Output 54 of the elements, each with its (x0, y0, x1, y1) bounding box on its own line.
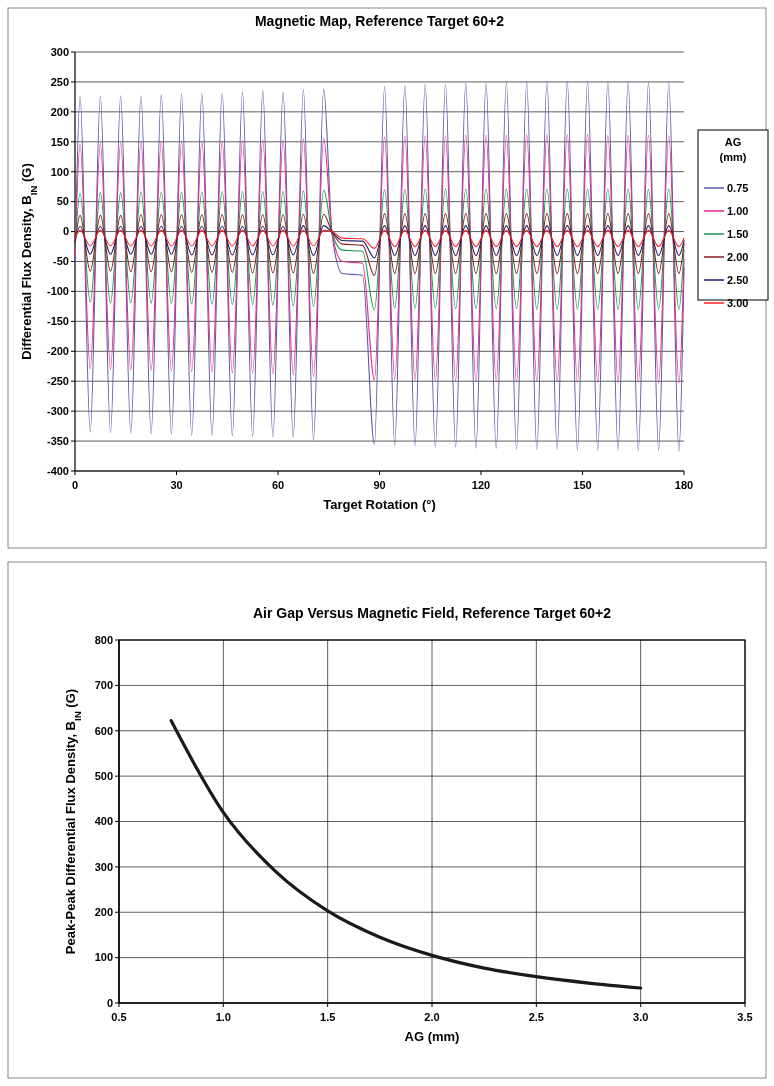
y-tick-label: 200 (94, 906, 113, 919)
legend-title: AG (mm) (719, 136, 747, 163)
x-axis-title: Target Rotation (°) (323, 497, 436, 512)
x-tick-label: 2.5 (528, 1011, 544, 1023)
x-tick-label: 120 (471, 479, 491, 491)
y-tick-label: 150 (50, 135, 69, 148)
x-tick-label: 3.0 (633, 1011, 649, 1023)
line-series (74, 229, 685, 249)
y-tick-label: 300 (50, 45, 69, 58)
legend-label: 1.00 (727, 204, 749, 217)
x-tick-label: 150 (573, 479, 592, 491)
y-tick-label: 50 (56, 195, 69, 208)
y-tick-label: -250 (46, 375, 69, 388)
y-tick-label: -150 (46, 315, 69, 328)
y-tick-label: 500 (94, 769, 113, 782)
line-series (74, 225, 685, 259)
y-tick-label: 200 (50, 105, 69, 118)
y-tick-label: 250 (50, 75, 69, 88)
x-tick-label: 0 (71, 479, 79, 491)
x-tick-label: 180 (674, 479, 694, 491)
x-tick-label: 90 (373, 479, 386, 491)
y-tick-label: -50 (53, 255, 69, 268)
y-tick-label: 800 (94, 633, 113, 646)
chart-title: Magnetic Map, Reference Target 60+2 (254, 13, 505, 29)
y-tick-label: -400 (46, 464, 69, 477)
legend-label: 3.00 (727, 296, 749, 309)
line-series (169, 719, 643, 990)
y-tick-label: 300 (94, 860, 113, 873)
y-tick-label: -200 (46, 345, 69, 358)
line-series (74, 188, 685, 311)
y-tick-label: -350 (46, 434, 69, 447)
x-tick-label: 1.0 (215, 1011, 231, 1023)
chart-title: Air Gap Versus Magnetic Field, Reference Target 60+2 (252, 605, 612, 621)
y-tick-label: 700 (94, 679, 113, 692)
x-tick-label: 60 (271, 479, 285, 491)
x-tick-label: 0.5 (111, 1011, 127, 1023)
legend-label: 0.75 (727, 181, 749, 194)
y-tick-label: -100 (46, 285, 69, 298)
x-tick-label: 3.5 (737, 1011, 753, 1023)
x-tick-label: 30 (170, 479, 183, 491)
y-tick-label: 0 (106, 996, 113, 1009)
x-tick-label: 2.0 (424, 1011, 440, 1023)
y-tick-label: 100 (94, 951, 113, 964)
legend-label: 1.50 (727, 227, 749, 240)
x-axis-title: AG (mm) (404, 1029, 460, 1044)
x-tick-label: 1.5 (320, 1011, 336, 1023)
y-tick-label: 400 (94, 815, 113, 828)
legend-label: 2.00 (727, 250, 749, 263)
y-tick-label: -300 (46, 404, 69, 417)
y-tick-label: 100 (50, 165, 69, 178)
legend-label: 2.50 (727, 273, 749, 286)
y-tick-label: 0 (62, 225, 69, 238)
line-series (74, 213, 685, 276)
y-tick-label: 600 (94, 724, 113, 737)
